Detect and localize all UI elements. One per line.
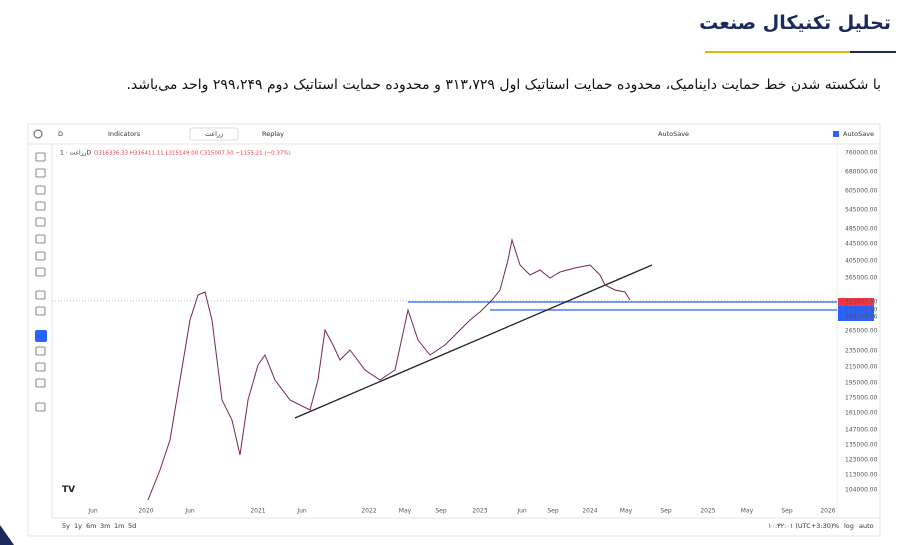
page-title: تحلیل تکنیکال صنعت — [699, 12, 891, 34]
price-axis-label: 147000.00 — [845, 427, 878, 434]
price-axis-label: 175000.00 — [845, 395, 878, 402]
range-button[interactable]: 1m — [114, 522, 124, 530]
time-axis-label: 2025 — [700, 508, 715, 515]
time-axis-label: Sep — [547, 508, 559, 515]
range-button[interactable]: 6m — [86, 522, 96, 530]
price-axis-label: 265000.00 — [845, 328, 878, 335]
sidebar-icon[interactable] — [35, 267, 46, 277]
price-axis-label: 215000.00 — [845, 364, 878, 371]
range-button[interactable]: 5d — [128, 522, 136, 530]
sidebar-icon-active[interactable] — [35, 330, 47, 342]
legend-symbol: زراعت · 1D — [60, 150, 91, 157]
price-axis-label: 680000.00 — [845, 169, 878, 176]
sidebar-icon[interactable] — [35, 346, 46, 356]
time-axis-label: Jun — [296, 508, 307, 515]
time-axis-label: Sep — [435, 508, 447, 515]
interval-button[interactable]: D — [58, 130, 63, 138]
price-series — [147, 238, 631, 501]
corner-decor — [0, 525, 14, 545]
price-axis-label: 405000.00 — [845, 258, 878, 265]
price-tag: 299249.06 — [845, 314, 878, 321]
autosave-button[interactable]: AutoSave — [658, 130, 689, 138]
sidebar-icon[interactable] — [35, 378, 46, 388]
sidebar-icon[interactable] — [35, 306, 46, 316]
price-axis-label: 113000.00 — [845, 472, 878, 479]
time-axis-label: May — [620, 508, 633, 515]
legend-ohlc: O316336.33 H316411.11 L315149.00 C315007… — [94, 151, 291, 157]
price-axis-label: 135000.00 — [845, 442, 878, 449]
clock: ۱۰:۳۲:۰۱ (UTC+3:30) — [768, 522, 833, 530]
time-axis-label: May — [399, 508, 412, 515]
time-axis-label: Sep — [781, 508, 793, 515]
time-axis-label: 2024 — [582, 508, 597, 515]
price-axis-label: 104000.00 — [845, 487, 878, 494]
time-axis-label: 2020 — [138, 508, 153, 515]
sidebar-icon[interactable] — [35, 201, 46, 211]
autosave-checkbox[interactable] — [833, 131, 839, 137]
chart-frame — [27, 123, 881, 537]
sidebar-icon[interactable] — [35, 234, 46, 244]
sidebar-icon[interactable] — [35, 152, 46, 162]
price-tag: 315007.50 — [845, 299, 878, 306]
time-axis-label: Jun — [516, 508, 527, 515]
price-axis-label: 445000.00 — [845, 241, 878, 248]
price-tag: 313729.50 — [845, 307, 878, 314]
trend-line — [294, 264, 653, 419]
price-axis-label: 235000.00 — [845, 348, 878, 355]
range-button[interactable]: 3m — [100, 522, 110, 530]
price-axis-label: 760000.00 — [845, 150, 878, 157]
paragraph: با شکسته شدن خط حمایت داینامیک، محدوده ح… — [126, 77, 881, 93]
time-axis-label: Sep — [660, 508, 672, 515]
price-axis-label: 195000.00 — [845, 380, 878, 387]
symbol-box[interactable] — [189, 127, 239, 141]
sidebar-icon[interactable] — [35, 290, 46, 300]
tv-logo: TV — [62, 485, 75, 495]
time-axis-label: 2023 — [472, 508, 487, 515]
log-toggle[interactable]: log — [844, 522, 854, 530]
range-button[interactable]: 1y — [74, 522, 82, 530]
time-axis-label: Jun — [184, 508, 195, 515]
price-axis-label: 545000.00 — [845, 207, 878, 214]
indicators-button[interactable]: Indicators — [108, 130, 141, 138]
price-axis-label: 161000.00 — [845, 410, 878, 417]
sidebar-icon[interactable] — [35, 185, 46, 195]
price-axis-label: 605000.00 — [845, 188, 878, 195]
percent-toggle[interactable]: % — [833, 522, 839, 530]
time-axis-label: May — [741, 508, 754, 515]
auto-toggle[interactable]: auto — [859, 522, 874, 530]
symbol-button[interactable]: زراعت — [205, 130, 223, 138]
sidebar-icon[interactable] — [35, 362, 46, 372]
price-axis-label: 485000.00 — [845, 226, 878, 233]
price-tag-bg — [838, 306, 874, 314]
price-tag-bg — [838, 313, 874, 321]
sidebar-icon[interactable] — [35, 251, 46, 261]
time-axis-label: 2026 — [820, 508, 835, 515]
sidebar-icon[interactable] — [35, 402, 46, 412]
sidebar-icon[interactable] — [35, 168, 46, 178]
price-axis-label: 365000.00 — [845, 275, 878, 282]
sidebar-icon[interactable] — [35, 217, 46, 227]
time-axis-label: 2022 — [361, 508, 376, 515]
price-tag-bg — [838, 298, 874, 306]
add-symbol-icon[interactable] — [33, 129, 43, 139]
autosave-toggle[interactable]: AutoSave — [843, 130, 874, 138]
price-axis-label: 123000.00 — [845, 457, 878, 464]
time-axis-label: 2021 — [250, 508, 265, 515]
range-button[interactable]: 5y — [62, 522, 70, 530]
time-axis-label: Jun — [87, 508, 98, 515]
replay-button[interactable]: Replay — [262, 130, 284, 138]
